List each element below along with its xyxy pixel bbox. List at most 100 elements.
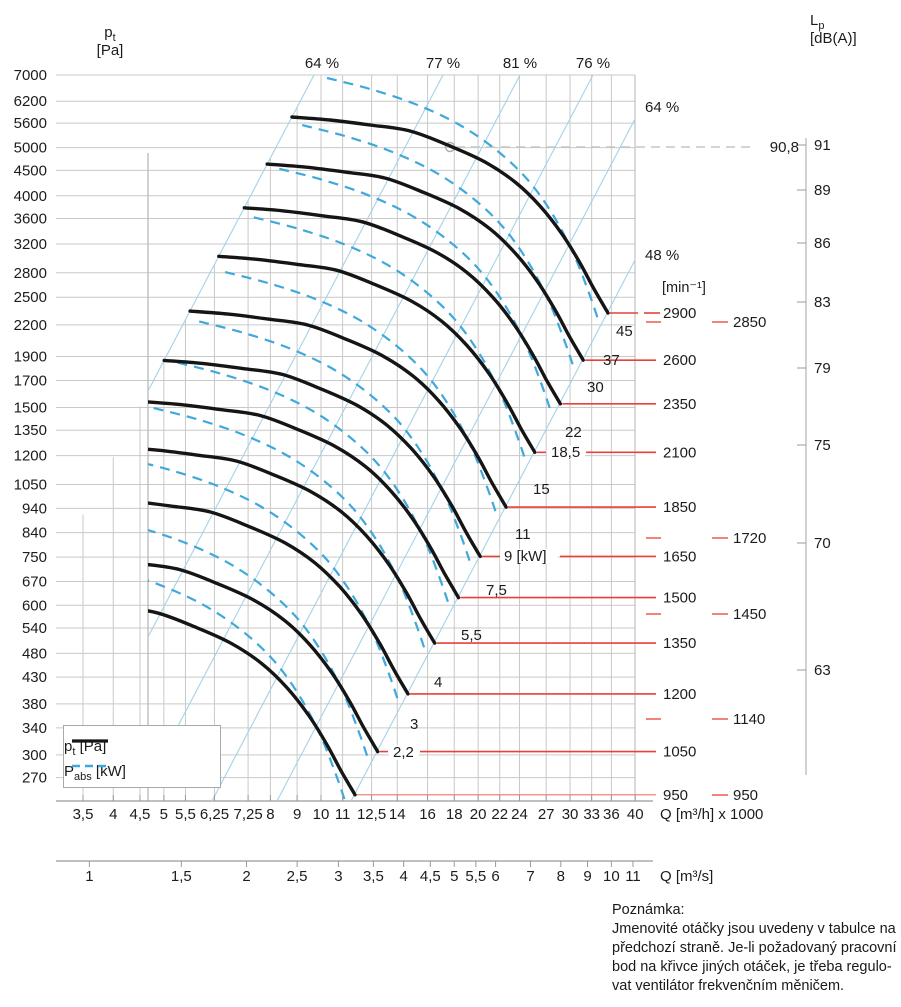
- legend-item-power: Pabs [kW]: [64, 763, 126, 783]
- flow-axis-unit-m3h: Q [m³/h] x 1000: [660, 806, 763, 823]
- rpm-axis-unit: [min⁻¹]: [662, 280, 706, 296]
- pressure-curve-2350: [242, 206, 562, 406]
- rpm-label: 2100: [663, 444, 696, 461]
- lp-axis-unit: [dB(A)]: [810, 30, 857, 47]
- power-label: 7,5: [486, 582, 507, 599]
- legend-label-power: Pabs [kW]: [64, 763, 126, 783]
- fan-curve-chart: 64 % 77 % 81 % 76 %64 %48 %2850172014501140…: [14, 55, 831, 885]
- power-curves: [148, 76, 601, 801]
- efficiency-label-top: 64 %: [305, 55, 339, 72]
- pressure-tick-label: 6200: [14, 93, 47, 110]
- flow-tick-label-m3s: 5,5: [465, 868, 486, 885]
- power-curve-1050: [148, 528, 370, 761]
- efficiency-label-right: 64 %: [645, 99, 679, 116]
- flow-tick-label-m3h: 27: [538, 806, 555, 823]
- power-curve-2350: [279, 167, 553, 414]
- pressure-tick-label: 540: [22, 620, 47, 637]
- pressure-tick-label: 670: [22, 573, 47, 590]
- secondary-rpm-label: 1720: [733, 530, 766, 547]
- axis-frames: [56, 75, 653, 802]
- rpm-label: 1350: [663, 635, 696, 652]
- rpm-label: 2900: [663, 305, 696, 322]
- flow-tick-label-m3h: 20: [470, 806, 487, 823]
- label-bg: [389, 745, 419, 760]
- power-curve-1500: [177, 361, 451, 607]
- rpm-label: 2600: [663, 352, 696, 369]
- rpm-label: 1650: [663, 548, 696, 565]
- power-label: 22: [565, 424, 582, 441]
- power-curve-2100: [253, 216, 527, 462]
- pressure-tick-label: 5600: [14, 115, 47, 132]
- power-curve-950: [148, 579, 347, 801]
- lp-tick-label: 79: [814, 360, 831, 377]
- note-block: Poznámka: Jmenovité otáčky jsou uvedeny …: [612, 901, 898, 996]
- pressure-curve-1200: [148, 501, 410, 696]
- flow-tick-label-m3h: 18: [446, 806, 463, 823]
- pressure-tick-label: 840: [22, 525, 47, 542]
- efficiency-labels: 64 % 77 % 81 % 76 % 64 % 48 %: [305, 55, 679, 264]
- flow-tick-label-m3s: 4: [399, 868, 407, 885]
- flow-tick-label-m3h: 22: [491, 806, 508, 823]
- power-curve-1650: [198, 320, 473, 566]
- power-label: 9 [kW]: [504, 548, 547, 565]
- flow-axis-m3s: 1 1,5 2 2,5 3 3,5 4 4,5 5 5,5 6 7 8 9 10 11 Q [m³/s]: [56, 860, 713, 885]
- flow-tick-label-m3h: 40: [627, 806, 644, 823]
- rpm-label: 1050: [663, 744, 696, 761]
- lp-tick-label: 86: [814, 235, 831, 252]
- flow-tick-label-m3h: 33: [583, 806, 600, 823]
- pressure-curve-1350: [148, 447, 437, 645]
- speed-curves: [148, 115, 610, 797]
- speed-reference-lines: [356, 312, 660, 796]
- rpm-label: 2350: [663, 396, 696, 413]
- pressure-curve-2900: [290, 115, 610, 315]
- pressure-tick-labels: 7000 6200 5600 5000 4500 4000 3600 3200 2800 2500…: [14, 67, 47, 787]
- power-curve-1350: [153, 407, 427, 653]
- y-axis-unit: [Pa]: [96, 42, 124, 59]
- flow-tick-label-m3h: 36: [603, 806, 620, 823]
- flow-tick-label-m3s: 7: [526, 868, 534, 885]
- label-bg: [547, 445, 585, 460]
- pressure-curve-1850: [188, 309, 508, 509]
- pressure-tick-label: 1050: [14, 476, 47, 493]
- note-line: Jmenovité otáčky jsou uvedeny v tabulce …: [612, 921, 896, 937]
- flow-tick-label-m3h: 14: [389, 806, 406, 823]
- rpm-label: 1850: [663, 499, 696, 516]
- flow-tick-label-m3s: 1,5: [171, 868, 192, 885]
- legend-item-pressure: pt [Pa]: [64, 738, 108, 758]
- power-label: 37: [603, 352, 620, 369]
- rpm-label: 1200: [663, 686, 696, 703]
- flow-tick-label-m3h: 16: [419, 806, 436, 823]
- pressure-tick-label: 1700: [14, 372, 47, 389]
- pressure-tick-label: 750: [22, 549, 47, 566]
- lp-axis-title: Lp: [810, 12, 825, 32]
- power-curve-1200: [148, 462, 401, 704]
- flow-tick-label-m3s: 10: [603, 868, 620, 885]
- pressure-tick-label: 1500: [14, 399, 47, 416]
- note-line: předchozí straně. Je-li požadovaný praco…: [612, 940, 897, 956]
- pressure-tick-label: 940: [22, 500, 47, 517]
- pressure-tick-label: 3200: [14, 236, 47, 253]
- pressure-tick-label: 2500: [14, 289, 47, 306]
- pressure-tick-label: 380: [22, 696, 47, 713]
- flow-tick-label-m3s: 2: [242, 868, 250, 885]
- power-label: 30: [587, 379, 604, 396]
- flow-tick-label-m3s: 1: [85, 868, 93, 885]
- pressure-tick-label: 480: [22, 645, 47, 662]
- flow-tick-label-m3s: 5: [450, 868, 458, 885]
- power-label: 3: [410, 716, 418, 733]
- label-bg: [500, 549, 558, 564]
- flow-tick-label-m3h: 7,25: [233, 806, 262, 823]
- flow-tick-label-m3h: 4: [109, 806, 117, 823]
- lp-tick-label: 63: [814, 662, 831, 679]
- flow-axis-unit-m3s: Q [m³/s]: [660, 868, 713, 885]
- rpm-labels: 2900 2600 2350 2100 1850 1650 1500 1350 1200 1050…: [662, 280, 706, 804]
- flow-tick-label-m3h: 9: [293, 806, 301, 823]
- secondary-rpm-label: 1450: [733, 606, 766, 623]
- operating-point-lp-value: 90,8: [770, 139, 799, 156]
- dashed-line-swatch: [72, 764, 108, 768]
- rpm-label: 1500: [663, 590, 696, 607]
- lp-tick-label: 91: [814, 137, 831, 154]
- lp-tick-label: 83: [814, 294, 831, 311]
- pressure-curve-2100: [217, 254, 537, 454]
